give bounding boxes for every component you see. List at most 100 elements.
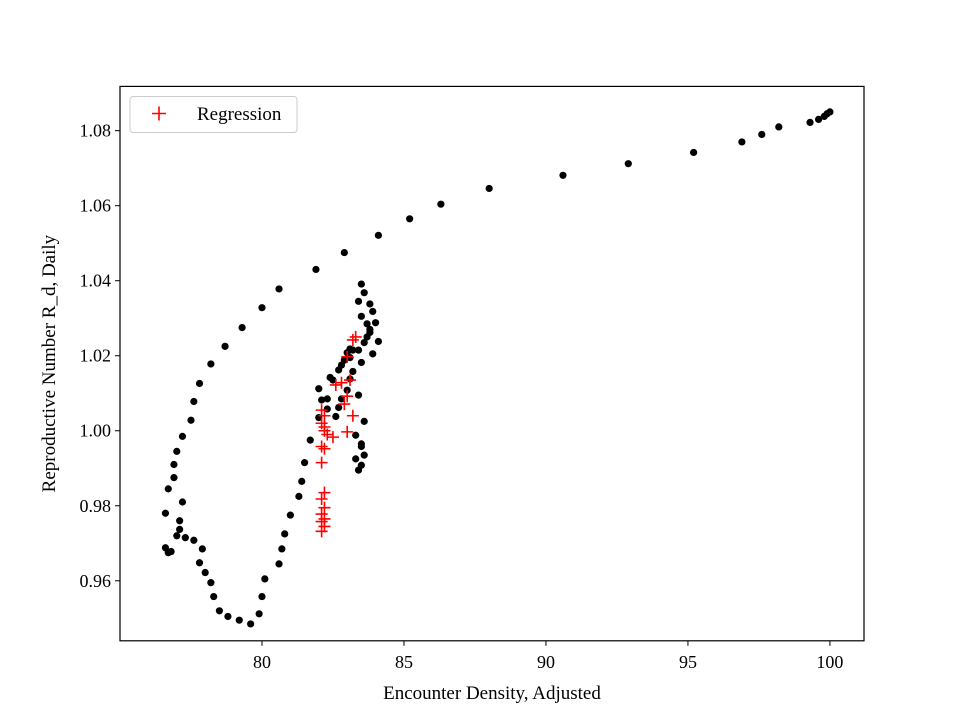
regression-point (341, 390, 354, 403)
plot-frame (119, 85, 865, 642)
x-tick-label: 90 (537, 652, 555, 672)
observed-point (207, 579, 215, 587)
observed-point (814, 115, 823, 124)
observed-point (357, 280, 365, 288)
observed-point (371, 319, 380, 327)
observed-point (360, 451, 368, 459)
observed-point (261, 575, 269, 583)
observed-point (357, 442, 365, 451)
observed-point (369, 307, 377, 316)
observed-point (275, 560, 283, 568)
observed-point (195, 379, 204, 388)
observed-point (340, 248, 348, 257)
observed-point (167, 547, 175, 556)
observed-point (176, 517, 184, 525)
regression-point (346, 409, 359, 422)
regression-point (315, 417, 328, 430)
observed-point (170, 474, 178, 482)
observed-point (332, 412, 340, 421)
y-tick-label: 1.04 (80, 271, 112, 291)
observed-point (207, 360, 215, 368)
observed-point (181, 534, 189, 542)
observed-point (352, 455, 360, 463)
observed-point (286, 511, 294, 519)
regression-point (315, 404, 328, 417)
regression-point (335, 376, 348, 389)
observed-point (312, 265, 320, 274)
observed-point (775, 123, 783, 131)
observed-point (349, 346, 357, 354)
observed-point (195, 559, 204, 567)
regression-point (318, 501, 331, 514)
observed-point (485, 184, 493, 193)
observed-point (366, 325, 374, 334)
observed-point (340, 356, 348, 364)
observed-point (210, 592, 218, 601)
y-tick-label: 1.06 (80, 196, 112, 216)
regression-point (315, 493, 328, 506)
observed-point (343, 386, 351, 394)
observed-point (335, 366, 343, 374)
regression-point (315, 440, 328, 453)
x-tick-label: 85 (395, 652, 413, 672)
regression-point (318, 442, 331, 455)
observed-point (326, 373, 334, 382)
observed-point (357, 358, 365, 367)
observed-point (281, 530, 289, 538)
observed-point (337, 395, 346, 403)
observed-point (278, 545, 286, 553)
observed-point (360, 417, 368, 425)
observed-point (178, 432, 187, 440)
observed-point (369, 350, 377, 358)
observed-point (738, 138, 746, 146)
observed-point (363, 320, 371, 328)
regression-point (326, 431, 339, 444)
observed-point (173, 532, 181, 540)
y-tick-label: 0.98 (80, 496, 112, 516)
observed-point (258, 592, 266, 601)
observed-point (255, 610, 263, 618)
x-axis-ticks: 80 85 90 95 100 (253, 640, 843, 672)
legend-plus-marker (152, 106, 166, 121)
observed-point (224, 612, 232, 621)
observed-point (164, 485, 172, 493)
y-tick-label: 1.08 (80, 121, 112, 141)
observed-point (559, 171, 567, 179)
x-tick-label: 80 (253, 652, 271, 672)
observed-point (349, 367, 357, 376)
observed-point (306, 436, 314, 444)
observed-point (360, 289, 368, 297)
plot-marks (161, 108, 834, 628)
y-tick-label: 1.02 (80, 346, 112, 366)
observed-point (238, 323, 246, 332)
observed-point (221, 342, 229, 350)
observed-point (198, 545, 206, 553)
y-axis-label: Reproductive Number R_d, Daily (39, 234, 60, 492)
observed-point (187, 416, 195, 424)
x-axis-label: Encounter Density, Adjusted (383, 683, 601, 704)
observed-point (354, 297, 363, 305)
observed-point (354, 391, 363, 399)
observed-point (190, 536, 198, 544)
observed-point (820, 112, 828, 121)
regression-point (315, 525, 328, 538)
observed-point (806, 118, 814, 127)
legend: Regression (129, 96, 298, 133)
regression-point (318, 409, 331, 422)
observed-point (323, 395, 331, 403)
observed-point (176, 525, 184, 533)
observed-point (161, 509, 170, 517)
regression-point (315, 456, 328, 469)
regression-point (318, 486, 331, 499)
observed-point (357, 461, 365, 469)
observed-point (275, 285, 283, 293)
observed-point (690, 148, 698, 157)
observed-point (406, 215, 414, 223)
observed-point (295, 492, 303, 500)
observed-point (215, 607, 223, 615)
observed-point (298, 477, 306, 485)
observed-point (258, 304, 266, 312)
x-tick-label: 95 (679, 652, 697, 672)
